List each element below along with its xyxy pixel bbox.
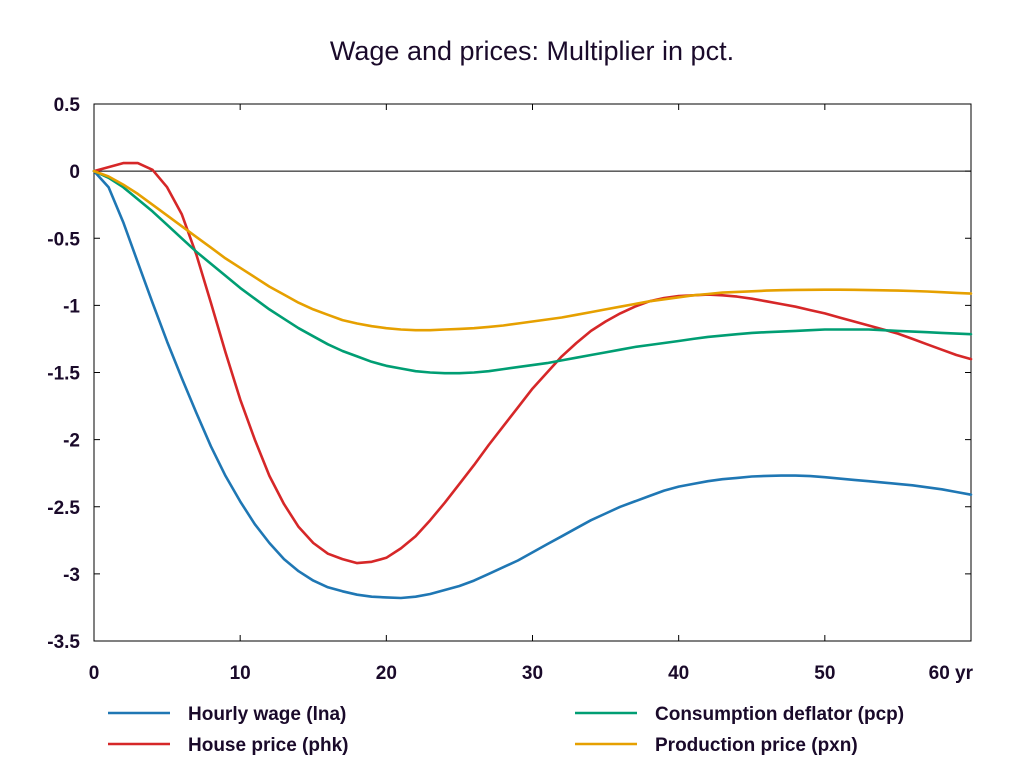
y-tick-label: -3 [63,565,80,586]
y-tick-label: -0.5 [47,229,80,250]
y-tick-label: -2 [63,431,80,452]
y-axis: 0.5 0 -0.5 -1 -1.5 -2 -2.5 -3 -3.5 [47,95,971,653]
chart-title: Wage and prices: Multiplier in pct. [330,36,734,66]
y-tick-label: -2.5 [47,498,80,519]
y-tick-label: 0.5 [54,95,81,116]
x-tick-label: 30 [522,663,543,684]
series-line-0 [92,169,973,600]
x-tick-label: 60 yr [929,663,974,684]
y-tick-label: -3.5 [47,632,80,653]
legend: Hourly wage (lna) House price (phk) Consum… [108,704,904,756]
legend-label-1: House price (phk) [188,735,348,756]
series-line-3 [92,169,973,332]
x-axis: 0 10 20 30 40 50 60 yr [89,104,974,684]
series-line-1 [92,161,973,565]
x-tick-label: 0 [89,663,100,684]
x-tick-label: 20 [376,663,397,684]
x-tick-label: 10 [230,663,251,684]
y-tick-label: -1.5 [47,364,80,385]
y-tick-label: -1 [63,296,80,317]
x-tick-label: 40 [668,663,689,684]
series-line-2 [92,169,973,375]
series-lines [92,161,973,600]
x-tick-label: 50 [814,663,835,684]
y-tick-label: 0 [69,162,80,183]
legend-label-0: Hourly wage (lna) [188,704,346,725]
legend-label-3: Production price (pxn) [655,735,858,756]
legend-label-2: Consumption deflator (pcp) [655,704,904,725]
plot-area-frame [93,103,972,642]
